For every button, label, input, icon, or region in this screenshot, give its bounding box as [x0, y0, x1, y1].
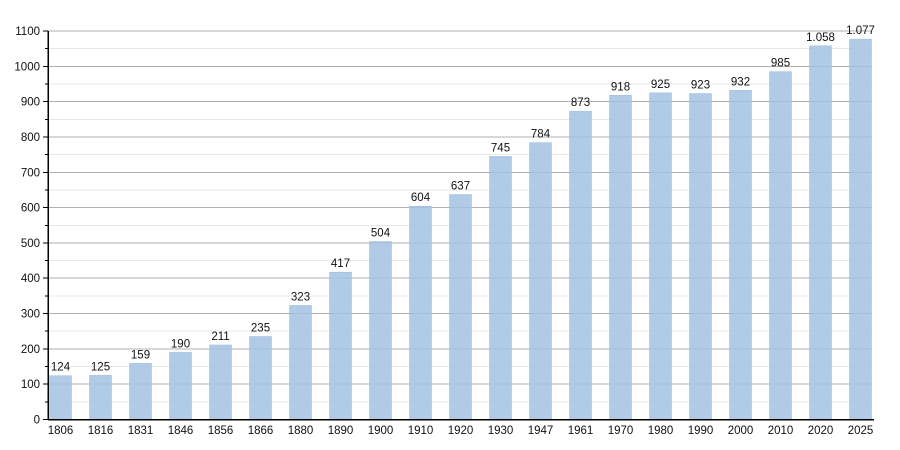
x-tick-label: 1970: [608, 425, 634, 437]
y-tick-label: 100: [21, 379, 40, 391]
x-tick-label: 1846: [168, 425, 194, 437]
y-tick-label: 0: [34, 415, 40, 427]
bar-2025: [849, 38, 872, 420]
bar-2020: [809, 45, 832, 420]
bar-1961: [569, 110, 592, 420]
y-tick-label: 1100: [15, 26, 40, 38]
y-tick-label: 800: [21, 132, 40, 144]
bar-value-label: 190: [171, 338, 190, 350]
bar-1806: [49, 375, 72, 420]
bar-value-label: 417: [331, 258, 350, 270]
x-tick-label: 2010: [768, 425, 794, 437]
bar-1900: [369, 241, 392, 420]
bar-value-label: 211: [211, 331, 229, 343]
bar-2000: [729, 90, 752, 420]
bar-value-label: 932: [731, 76, 750, 88]
bar-value-label: 323: [291, 291, 310, 303]
bar-1831: [129, 363, 152, 420]
bar-1947: [529, 142, 552, 420]
bar-1866: [249, 336, 272, 420]
bar-value-label: 124: [51, 362, 71, 374]
x-tick-label: 2020: [808, 425, 834, 437]
bar-2010: [769, 71, 792, 420]
bar-value-label: 923: [691, 80, 710, 92]
y-tick-label: 200: [21, 344, 40, 356]
bar-1880: [289, 305, 312, 420]
bar-1890: [329, 271, 352, 420]
bar-value-label: 637: [451, 181, 470, 193]
bar-value-label: 918: [611, 81, 630, 93]
x-tick-label: 1890: [328, 425, 354, 437]
bar-1970: [609, 95, 632, 420]
bar-value-label: 745: [491, 142, 510, 154]
bar-value-label: 784: [531, 129, 551, 141]
y-tick-label: 500: [21, 238, 40, 250]
bar-value-labels: 124 125 159 190 211 235 323 417 504 604 637 745 784 8…: [51, 25, 875, 374]
x-tick-labels: 1806 1816 1831 1846 1856 1866 1880 1890 1900 1910…: [48, 425, 874, 437]
y-tick-label: 900: [21, 97, 40, 109]
bar-value-label: 604: [411, 192, 431, 204]
bar-value-label: 159: [131, 349, 150, 361]
y-tick-label: 1000: [14, 61, 40, 73]
x-tick-label: 2025: [848, 425, 874, 437]
x-tick-label: 1947: [528, 425, 554, 437]
bar-value-label: 873: [571, 97, 590, 109]
bar-1920: [449, 194, 472, 420]
x-tick-label: 2000: [728, 425, 754, 437]
y-tick-label: 700: [21, 167, 40, 179]
x-tick-label: 1866: [248, 425, 274, 437]
x-tick-label: 1816: [88, 425, 114, 437]
y-tick-label: 600: [21, 203, 40, 215]
y-tick-label: 400: [21, 273, 40, 285]
bar-1990: [689, 93, 712, 420]
bar-1980: [649, 92, 672, 420]
bar-value-label: 1.077: [846, 25, 875, 37]
x-tick-label: 1980: [648, 425, 674, 437]
x-tick-label: 1806: [48, 425, 74, 437]
bar-value-label: 125: [91, 361, 110, 373]
bar-value-label: 504: [371, 227, 391, 239]
y-tick-label: 300: [21, 309, 40, 321]
bar-1846: [169, 352, 192, 420]
bar-value-label: 985: [771, 58, 790, 70]
x-tick-label: 1900: [368, 425, 394, 437]
x-tick-label: 1920: [448, 425, 474, 437]
x-tick-label: 1856: [208, 425, 234, 437]
x-tick-label: 1961: [568, 425, 594, 437]
bars: [49, 38, 872, 420]
bar-1856: [209, 344, 232, 420]
x-tick-label: 1880: [288, 425, 314, 437]
bar-value-label: 925: [651, 79, 670, 91]
x-tick-label: 1831: [128, 425, 154, 437]
x-tick-label: 1910: [408, 425, 434, 437]
x-tick-label: 1930: [488, 425, 514, 437]
x-tick-label: 1990: [688, 425, 714, 437]
bar-1910: [409, 205, 432, 420]
y-axis-ticks: 0 100 200 300 400 500 600 700 800 900 1000 1100: [14, 26, 48, 427]
bar-value-label: 1.058: [806, 32, 835, 44]
bar-1930: [489, 156, 512, 420]
bar-value-label: 235: [251, 323, 270, 335]
bar-1816: [89, 375, 112, 420]
